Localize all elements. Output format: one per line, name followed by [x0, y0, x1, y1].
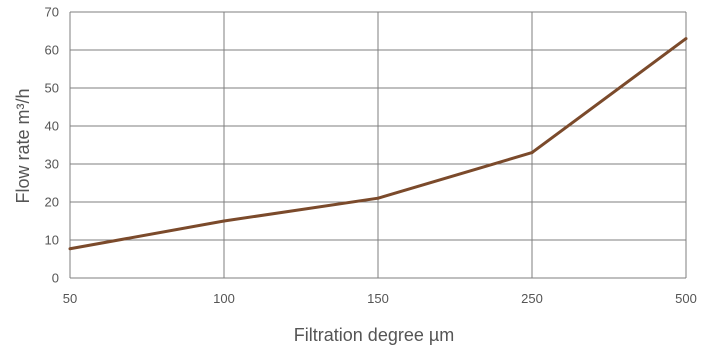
x-tick-label: 250: [521, 291, 543, 306]
x-tick-label: 50: [63, 291, 77, 306]
y-axis-title: Flow rate m³/h: [13, 88, 33, 203]
data-point: [530, 151, 534, 155]
y-tick-label: 30: [45, 157, 59, 172]
y-tick-label: 0: [52, 271, 59, 286]
y-tick-labels: 0 10 20 30 40 50 60 70: [45, 5, 59, 286]
y-tick-label: 50: [45, 81, 59, 96]
data-point: [376, 196, 380, 200]
y-tick-label: 10: [45, 233, 59, 248]
y-tick-label: 20: [45, 195, 59, 210]
grid-lines: [69, 11, 687, 279]
x-tick-labels: 50 100 150 250 500: [63, 291, 697, 306]
y-tick-label: 40: [45, 119, 59, 134]
x-tick-label: 100: [213, 291, 235, 306]
x-tick-label: 500: [675, 291, 697, 306]
y-tick-label: 60: [45, 43, 59, 58]
x-axis-title: Filtration degree µm: [294, 325, 454, 345]
series-layer: [68, 37, 688, 251]
data-point: [222, 219, 226, 223]
y-tick-label: 70: [45, 5, 59, 20]
data-point: [68, 247, 72, 251]
x-tick-label: 150: [367, 291, 389, 306]
data-point: [684, 37, 688, 41]
